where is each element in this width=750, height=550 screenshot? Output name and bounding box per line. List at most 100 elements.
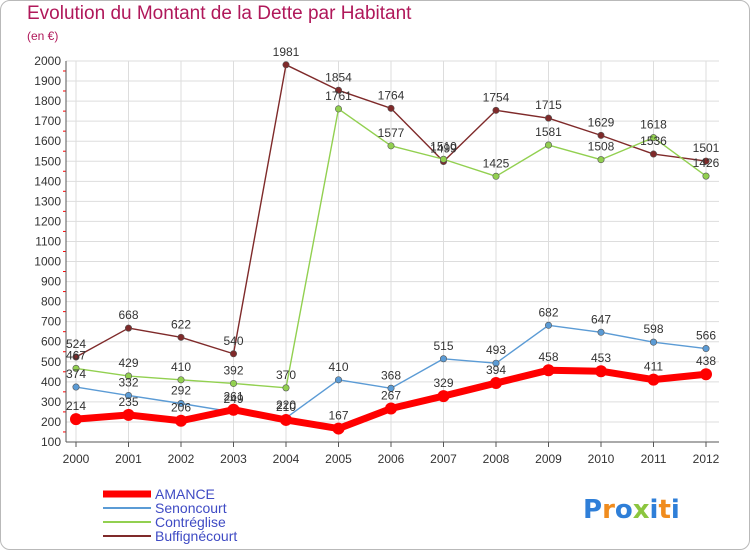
chart-unit: (en €) — [27, 29, 59, 43]
data-label: 292 — [171, 383, 191, 397]
x-tick-label: 2003 — [220, 452, 247, 466]
y-tick-label: 600 — [41, 335, 61, 349]
y-tick-label: 1000 — [34, 255, 61, 269]
y-tick-label: 1500 — [34, 154, 61, 168]
legend-label: Senoncourt — [155, 500, 227, 516]
data-point — [122, 408, 135, 421]
data-label: 1715 — [535, 98, 562, 112]
data-point — [492, 359, 500, 367]
data-label: 249 — [223, 392, 243, 406]
x-tick-label: 2011 — [641, 452, 667, 466]
chart-title: Evolution du Montant de la Dette par Hab… — [27, 3, 412, 24]
data-point — [72, 383, 80, 391]
data-label: 458 — [538, 350, 558, 364]
y-tick-label: 900 — [41, 275, 61, 289]
data-label: 1425 — [483, 156, 510, 170]
data-label: 453 — [591, 351, 611, 365]
data-point — [334, 105, 342, 113]
data-label: 167 — [328, 409, 348, 423]
data-point — [702, 157, 710, 165]
data-label: 540 — [223, 334, 243, 348]
data-label: 682 — [538, 305, 558, 319]
data-point — [597, 328, 605, 336]
data-label: 206 — [171, 401, 191, 415]
y-tick-label: 700 — [41, 315, 61, 329]
x-tick-label: 2007 — [430, 452, 457, 466]
data-label: 368 — [381, 368, 401, 382]
y-tick-label: 1300 — [34, 194, 61, 208]
y-tick-label: 1700 — [34, 114, 61, 128]
y-tick-label: 100 — [41, 435, 61, 449]
x-tick-label: 2006 — [378, 452, 405, 466]
data-label: 410 — [328, 360, 348, 374]
data-label: 1510 — [430, 139, 457, 153]
data-point — [439, 155, 447, 163]
data-point — [230, 350, 238, 358]
x-tick-label: 2004 — [273, 452, 300, 466]
data-point — [544, 141, 552, 149]
data-point — [490, 377, 502, 390]
legend-label: Buffignécourt — [155, 528, 237, 544]
plot-area — [66, 61, 719, 442]
data-label: 1761 — [325, 89, 352, 103]
data-point — [282, 384, 290, 392]
brand-logo: Proxiti — [583, 495, 680, 525]
data-point — [387, 142, 395, 150]
data-point — [282, 61, 290, 69]
data-point — [334, 376, 342, 384]
data-label: 1426 — [693, 156, 720, 170]
data-point — [177, 333, 185, 341]
y-tick-label: 400 — [41, 375, 61, 389]
data-point — [595, 365, 607, 378]
data-label: 374 — [66, 367, 86, 381]
data-label: 267 — [381, 389, 401, 403]
data-point — [542, 364, 555, 377]
data-label: 261 — [223, 390, 243, 404]
data-point — [334, 86, 342, 94]
data-point — [385, 402, 397, 415]
data-point — [175, 414, 187, 427]
data-point — [492, 106, 500, 114]
data-label: 329 — [433, 376, 453, 390]
data-label: 392 — [223, 363, 243, 377]
data-point — [230, 379, 238, 387]
data-label: 1508 — [588, 140, 615, 154]
data-point — [702, 345, 710, 353]
y-tick-label: 1800 — [34, 94, 61, 108]
data-label: 598 — [643, 322, 663, 336]
data-point — [492, 172, 500, 180]
data-point — [125, 372, 133, 380]
data-point — [649, 338, 657, 346]
data-label: 429 — [118, 356, 138, 370]
data-label: 1501 — [693, 141, 720, 155]
data-label: 647 — [591, 312, 611, 326]
data-label: 622 — [171, 317, 191, 331]
data-label: 214 — [66, 399, 86, 413]
data-label: 210 — [276, 400, 296, 414]
data-point — [702, 172, 710, 180]
data-point — [177, 376, 185, 384]
x-tick-label: 2000 — [63, 452, 90, 466]
data-label: 411 — [644, 360, 663, 374]
data-point — [647, 373, 660, 386]
data-label: 410 — [171, 360, 191, 374]
data-label: 438 — [696, 354, 716, 368]
data-point — [72, 353, 80, 361]
data-label: 370 — [276, 368, 296, 382]
data-label: 1764 — [378, 88, 405, 102]
data-label: 1536 — [640, 134, 667, 148]
data-label: 1499 — [430, 141, 457, 155]
data-point — [72, 364, 80, 372]
data-point — [177, 399, 185, 407]
data-label: 1854 — [325, 70, 352, 84]
legend-label: Contréglise — [155, 514, 226, 530]
data-label: 1581 — [535, 125, 562, 139]
y-tick-label: 500 — [41, 355, 61, 369]
data-point — [700, 368, 712, 381]
data-label: 1981 — [273, 45, 300, 59]
x-tick-label: 2012 — [693, 452, 720, 466]
data-point — [437, 390, 450, 403]
data-label: 493 — [486, 343, 506, 357]
x-tick-label: 2005 — [325, 452, 352, 466]
